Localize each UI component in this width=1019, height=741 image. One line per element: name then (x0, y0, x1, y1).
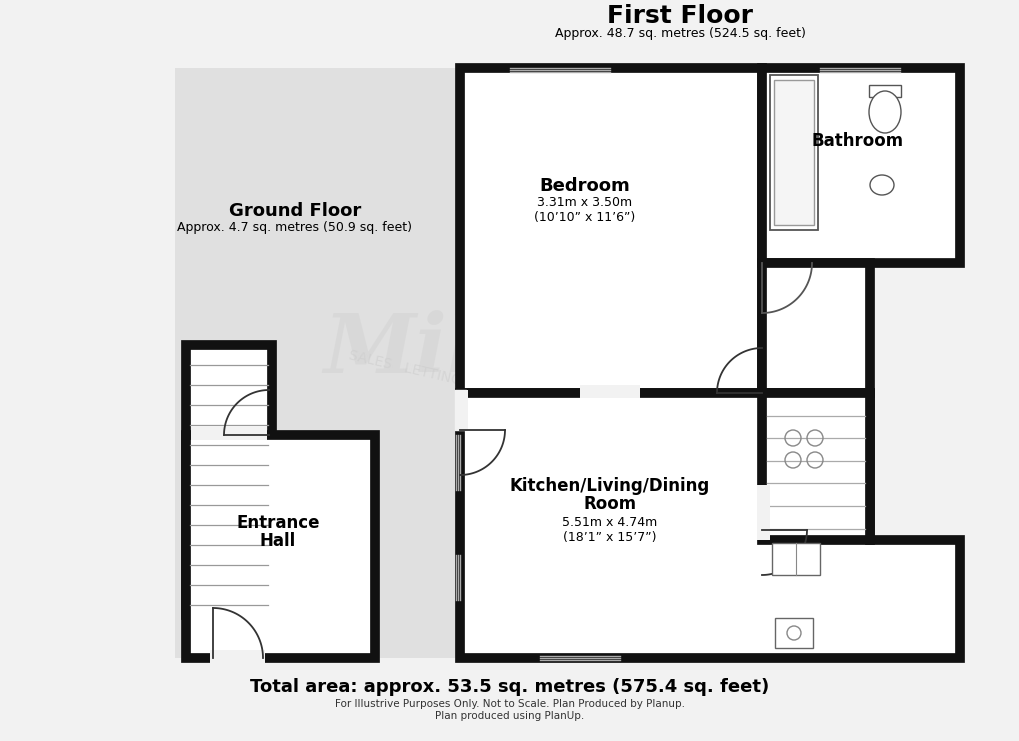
Text: Ground Floor: Ground Floor (228, 202, 361, 220)
Polygon shape (185, 435, 375, 658)
Text: Hall: Hall (260, 532, 296, 550)
Text: SALES   LETTING   MANAGEMENT: SALES LETTING MANAGEMENT (346, 348, 573, 413)
Bar (580, 385, 639, 398)
Text: Milburys: Milburys (323, 310, 736, 391)
Bar (756, 485, 769, 540)
Text: Total area: approx. 53.5 sq. metres (575.4 sq. feet): Total area: approx. 53.5 sq. metres (575… (250, 678, 769, 696)
Bar (454, 390, 468, 430)
Polygon shape (761, 393, 869, 540)
Bar (774, 618, 812, 648)
Polygon shape (185, 345, 272, 615)
Ellipse shape (868, 91, 900, 133)
Text: 5.51m x 4.74m: 5.51m x 4.74m (561, 516, 657, 530)
Text: First Floor: First Floor (606, 4, 752, 28)
Polygon shape (460, 68, 761, 393)
Text: Plan produced using PlanUp.: Plan produced using PlanUp. (435, 711, 584, 721)
Bar (210, 650, 265, 663)
Bar (773, 80, 813, 225)
Text: (10’10” x 11’6”): (10’10” x 11’6”) (534, 210, 635, 224)
Text: Entrance: Entrance (236, 514, 319, 532)
Bar (868, 85, 900, 97)
Text: Approx. 48.7 sq. metres (524.5 sq. feet): Approx. 48.7 sq. metres (524.5 sq. feet) (554, 27, 805, 41)
Text: For Illustrive Purposes Only. Not to Scale. Plan Produced by Planup.: For Illustrive Purposes Only. Not to Sca… (334, 699, 685, 709)
Text: Bathroom: Bathroom (811, 132, 903, 150)
Text: Kitchen/Living/Dining: Kitchen/Living/Dining (510, 477, 709, 495)
Bar (191, 427, 267, 440)
Polygon shape (460, 393, 959, 658)
Text: Bedroom: Bedroom (539, 177, 630, 195)
Polygon shape (761, 68, 959, 263)
Text: Room: Room (583, 495, 636, 513)
Ellipse shape (869, 175, 893, 195)
Bar (769, 75, 817, 230)
Text: Approx. 4.7 sq. metres (50.9 sq. feet): Approx. 4.7 sq. metres (50.9 sq. feet) (177, 221, 412, 233)
Bar (771, 543, 819, 575)
Polygon shape (761, 263, 869, 393)
Bar (175, 68, 465, 658)
Text: 3.31m x 3.50m: 3.31m x 3.50m (537, 196, 632, 210)
Text: (18’1” x 15’7”): (18’1” x 15’7”) (562, 531, 656, 543)
